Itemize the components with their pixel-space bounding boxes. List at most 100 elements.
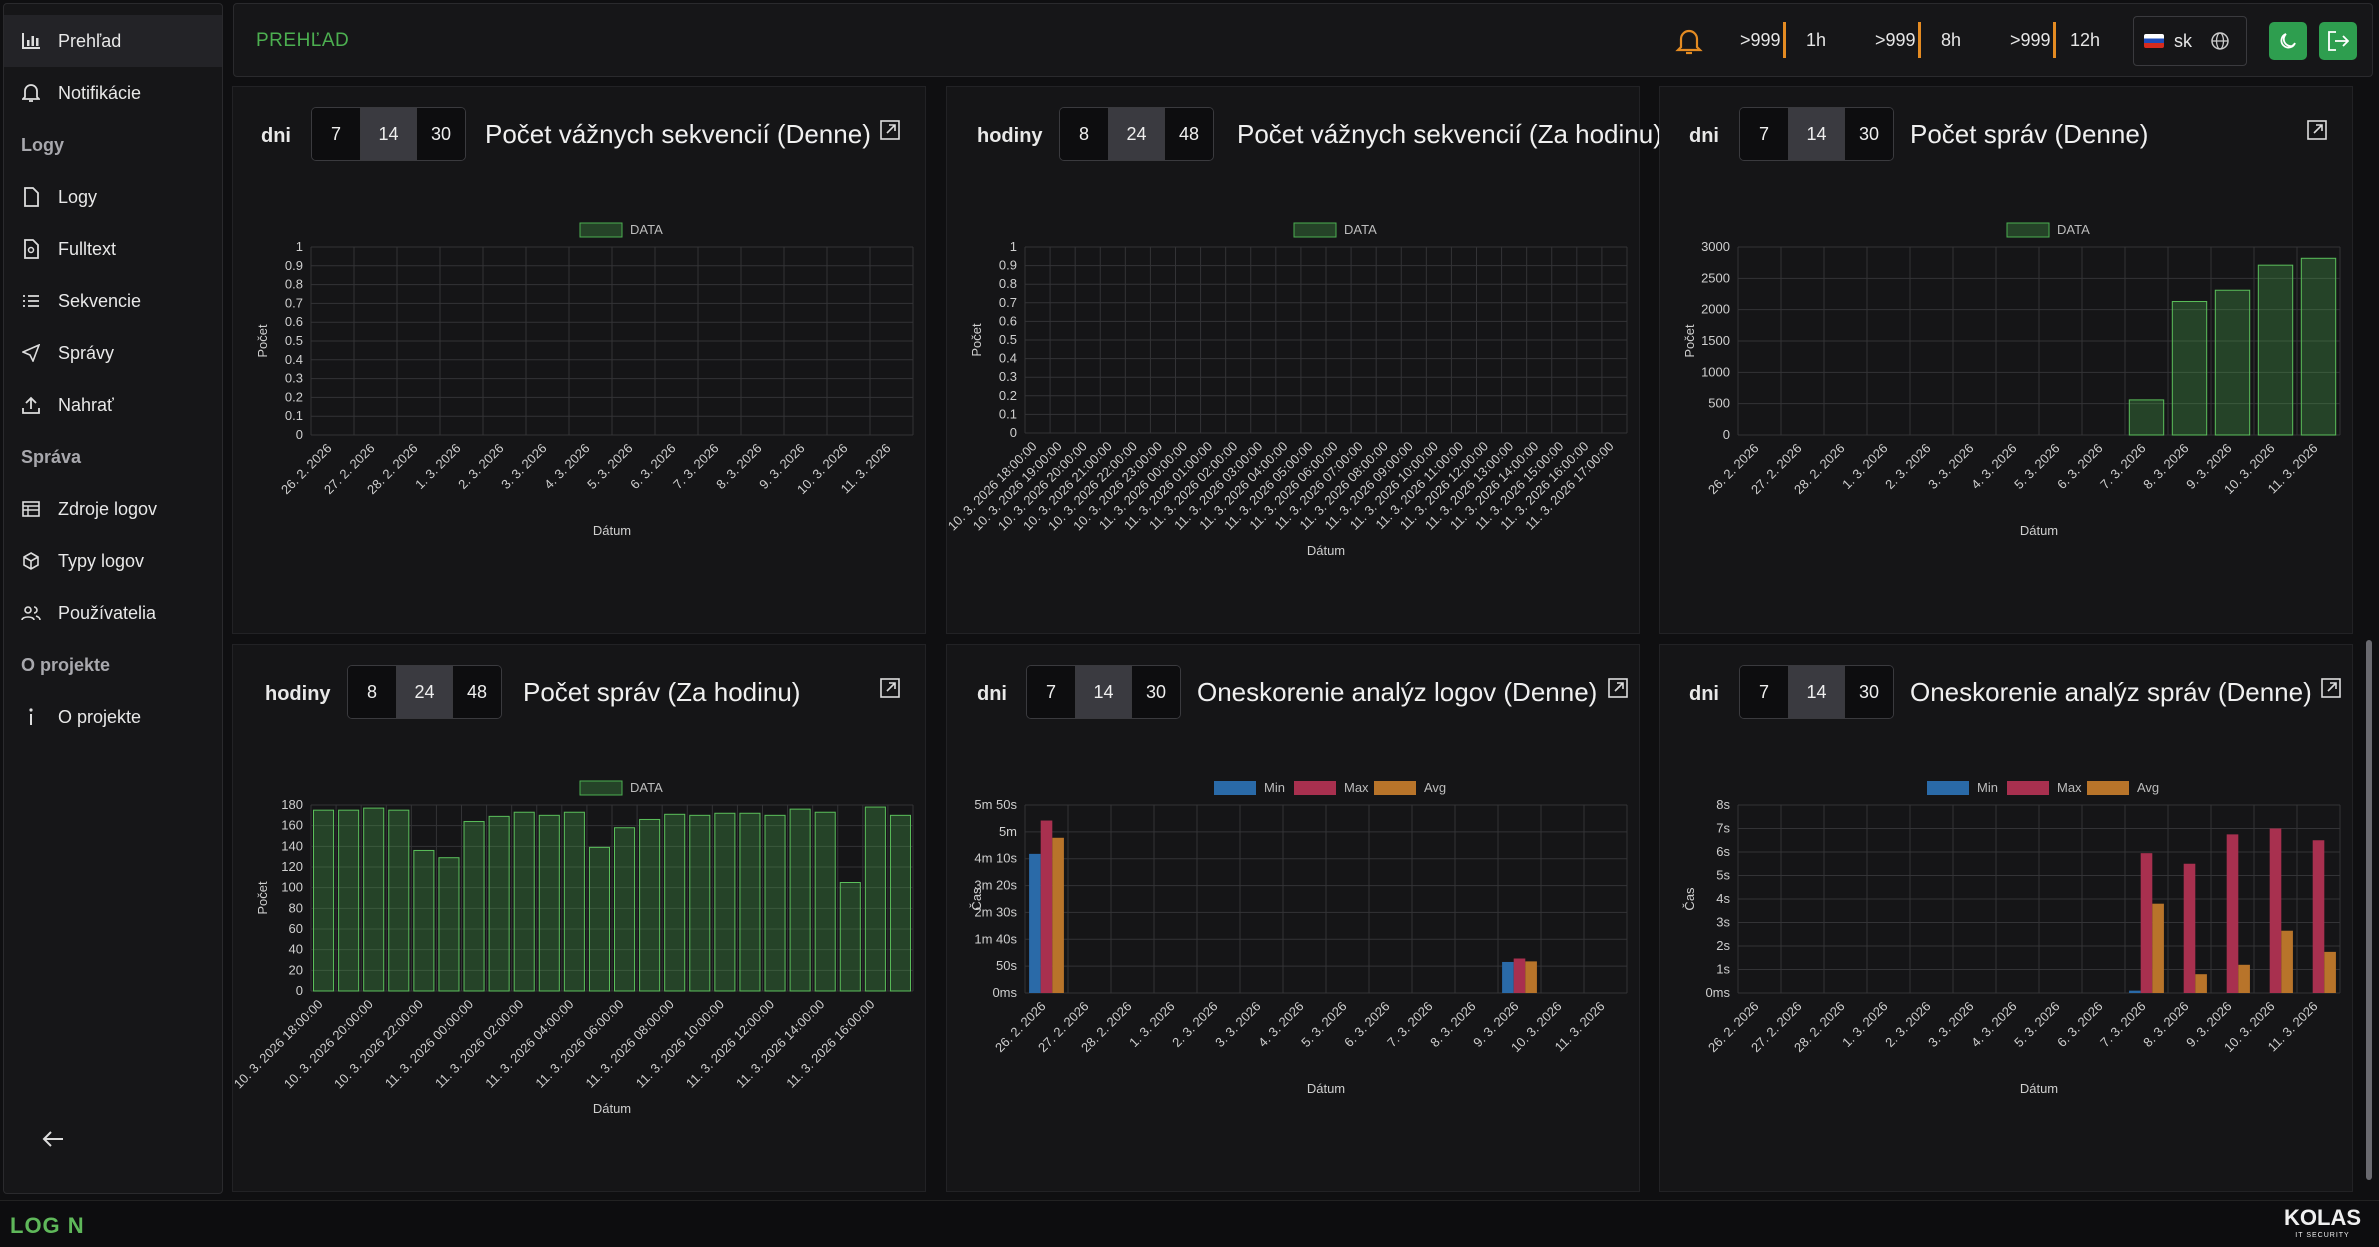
range-option-14[interactable]: 14 [1789, 108, 1845, 160]
y-tick-label: 0.2 [285, 389, 303, 404]
sidebar-item-label: Notifikácie [58, 82, 142, 103]
bar [2183, 863, 2196, 993]
scrollbar-thumb[interactable] [2366, 640, 2372, 1180]
sidebar-item-upload[interactable]: Nahrať [4, 379, 222, 431]
chart-header: dni 7 14 30 Počet správ (Denne) [1660, 87, 2352, 185]
expand-icon[interactable] [2320, 677, 2342, 699]
stat-window-8h: 8h [1941, 30, 1962, 50]
bar [488, 815, 510, 992]
bar [2195, 974, 2207, 993]
sidebar-item-label: Používatelia [58, 602, 157, 623]
bar [2312, 840, 2325, 993]
x-tick-label: 5. 3. 2026 [2011, 441, 2062, 492]
chart-panel: hodiny 8 24 48 Počet správ (Za hodinu) DAT… [232, 644, 926, 1192]
expand-icon[interactable] [1607, 677, 1629, 699]
x-tick-label: 11. 3. 2026 08:00:00 [583, 997, 677, 1091]
y-tick-label: 8s [1716, 797, 1730, 812]
y-tick-label: 1m 40s [974, 931, 1017, 946]
range-option-30[interactable]: 30 [1132, 666, 1180, 718]
y-tick-label: 0.4 [285, 352, 303, 367]
y-tick-label: 40 [289, 942, 303, 957]
x-tick-label: 7. 3. 2026 [1384, 999, 1435, 1050]
sidebar-section-logs: Logy [21, 134, 64, 155]
range-option-48[interactable]: 48 [453, 666, 501, 718]
range-option-14[interactable]: 14 [1789, 666, 1845, 718]
language-code: sk [2174, 30, 2192, 51]
expand-icon[interactable] [2306, 119, 2328, 141]
range-option-7[interactable]: 7 [1740, 666, 1789, 718]
bar [1502, 961, 1514, 993]
range-option-14[interactable]: 14 [1076, 666, 1132, 718]
sidebar-item-fulltext[interactable]: Fulltext [4, 223, 222, 275]
moon-icon [2280, 33, 2296, 49]
bar [463, 821, 485, 992]
legend-label: DATA [1344, 222, 1377, 237]
x-tick-label: 8. 3. 2026 [2140, 999, 2191, 1050]
range-option-30[interactable]: 30 [1845, 108, 1893, 160]
range-option-24[interactable]: 24 [1109, 108, 1165, 160]
range-option-30[interactable]: 30 [417, 108, 465, 160]
range-option-7[interactable]: 7 [1027, 666, 1076, 718]
x-tick-label: 4. 3. 2026 [1255, 999, 1306, 1050]
legend-label: DATA [2057, 222, 2090, 237]
y-tick-label: 0.4 [999, 351, 1017, 366]
info-icon [20, 706, 42, 728]
chart-header: hodiny 8 24 48 Počet vážnych sekvencií (Za… [947, 87, 1682, 185]
stat-divider [2053, 22, 2056, 58]
sidebar-item-overview[interactable]: Prehľad [4, 15, 222, 67]
legend-label: Max [2057, 780, 2082, 795]
sidebar-item-log-sources[interactable]: Zdroje logov [4, 483, 222, 535]
bar [889, 814, 911, 992]
x-tick-label: 11. 3. 2026 04:00:00 [482, 997, 576, 1091]
range-selector: 8 24 48 [1059, 107, 1214, 161]
range-option-8[interactable]: 8 [348, 666, 397, 718]
chart-title: Oneskorenie analýz logov (Denne) [1197, 677, 1598, 707]
sidebar-item-label: O projekte [58, 706, 142, 727]
legend-label: DATA [630, 780, 663, 795]
expand-icon[interactable] [879, 119, 901, 141]
x-tick-label: 11. 3. 2026 14:00:00 [733, 997, 827, 1091]
legend-swatch [579, 222, 623, 238]
range-option-7[interactable]: 7 [1740, 108, 1789, 160]
sidebar-item-logs[interactable]: Logy [4, 171, 222, 223]
theme-toggle-button[interactable] [2269, 22, 2307, 60]
y-tick-label: 4m 10s [974, 851, 1017, 866]
collapse-sidebar-button[interactable] [38, 1124, 68, 1154]
y-tick-label: 5s [1716, 868, 1730, 883]
y-tick-label: 3s [1716, 915, 1730, 930]
y-tick-label: 1s [1716, 962, 1730, 977]
sidebar-item-sequences[interactable]: Sekvencie [4, 275, 222, 327]
x-tick-label: 1. 3. 2026 [412, 441, 463, 492]
expand-icon[interactable] [879, 677, 901, 699]
y-tick-label: 0 [1723, 427, 1730, 442]
bar [538, 814, 560, 992]
chart-title: Počet správ (Denne) [1910, 119, 2149, 149]
sidebar-item-messages[interactable]: Správy [4, 327, 222, 379]
bar [2281, 930, 2293, 993]
x-tick-label: 1. 3. 2026 [1839, 999, 1890, 1050]
range-option-8[interactable]: 8 [1060, 108, 1109, 160]
x-tick-label: 10. 3. 2026 20:00:00 [281, 997, 376, 1092]
top-bar: PREHĽAD >999 1h >999 8h >999 12h sk [233, 3, 2373, 77]
y-axis-label: Čas [969, 887, 984, 911]
range-option-48[interactable]: 48 [1165, 108, 1213, 160]
sidebar-item-users[interactable]: Používatelia [4, 587, 222, 639]
sidebar-item-about[interactable]: O projekte [4, 691, 222, 743]
range-option-14[interactable]: 14 [361, 108, 417, 160]
x-tick-label: 8. 3. 2026 [713, 441, 764, 492]
language-selector[interactable]: sk [2133, 16, 2247, 66]
range-option-7[interactable]: 7 [312, 108, 361, 160]
y-tick-label: 7s [1716, 821, 1730, 836]
range-option-24[interactable]: 24 [397, 666, 453, 718]
logout-button[interactable] [2319, 22, 2357, 60]
bar [639, 818, 661, 992]
logon-logo: LOG N [10, 1213, 85, 1239]
legend-swatch [1293, 222, 1337, 238]
y-tick-label: 0.9 [999, 258, 1017, 273]
sidebar-item-log-types[interactable]: Typy logov [4, 535, 222, 587]
range-option-30[interactable]: 30 [1845, 666, 1893, 718]
sidebar-item-notifications[interactable]: Notifikácie [4, 67, 222, 119]
y-tick-label: 0.7 [999, 295, 1017, 310]
notifications-bell-button[interactable] [1674, 26, 1704, 56]
